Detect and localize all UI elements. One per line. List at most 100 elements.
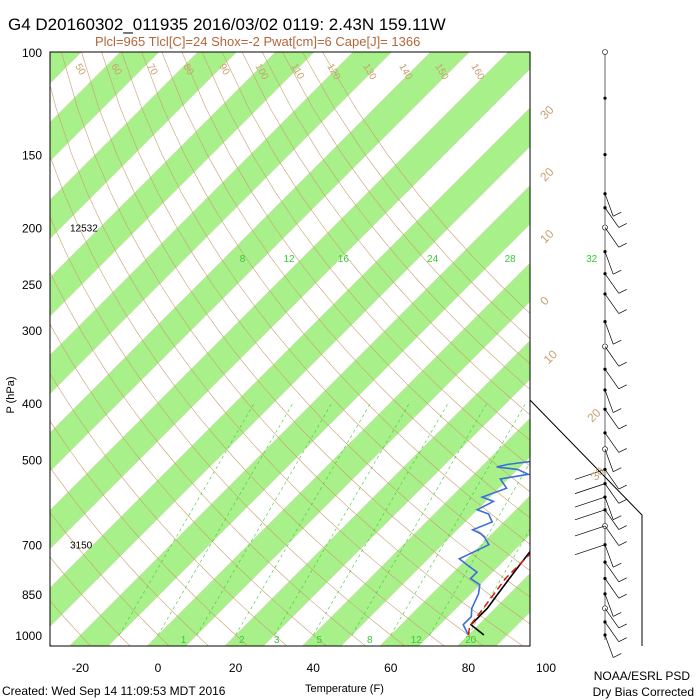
wind-barb (604, 621, 620, 642)
dry-adiabat (282, 52, 530, 365)
wind-barb (604, 368, 620, 390)
dry-adiabat (141, 52, 530, 545)
y-tick-label: 850 (22, 588, 42, 602)
wind-barb-feather (618, 623, 627, 629)
isotherm-line (69, 185, 530, 646)
dry-adiabat (61, 52, 524, 646)
wind-barb (604, 389, 614, 413)
x-tick-label: 80 (462, 661, 476, 675)
dry-adiabat (181, 52, 530, 493)
y-axis-label: P (hPa) (5, 376, 17, 413)
x-tick-label: 20 (229, 661, 243, 675)
wind-barb (604, 321, 614, 345)
dry-adiabat (261, 52, 530, 390)
x-tick-label: 40 (307, 661, 321, 675)
series-line-parcel (467, 552, 530, 636)
mixing-ratio-line (235, 402, 371, 636)
sounding-series (457, 460, 530, 636)
mixing-ratio-bottom-label: 2 (239, 635, 245, 646)
wind-barb-feather (618, 498, 627, 504)
y-tick-label: 100 (22, 46, 42, 60)
dry-adiabat (161, 52, 530, 519)
wind-barb-feather (618, 448, 627, 453)
wind-barb-feather (618, 384, 627, 390)
x-tick-label: 100 (536, 661, 556, 675)
wind-barb (604, 293, 620, 314)
dry-adiabat (81, 52, 530, 625)
x-axis-label: Temperature (F) (305, 683, 384, 695)
wind-barb (604, 608, 620, 629)
mixing-ratio-label: 24 (427, 254, 439, 265)
mixing-ratio-bottom-label: 1 (181, 635, 187, 646)
wind-barb (604, 634, 614, 658)
isotherm-line (50, 52, 470, 472)
isotherm-line (50, 52, 393, 395)
dry-adiabat (50, 271, 367, 646)
footer-created: Created: Wed Sep 14 11:09:53 MDT 2016 (2, 684, 226, 698)
dry-adiabat-label: 70 (144, 62, 159, 78)
mixing-ratio-bottom-label: 3 (274, 635, 280, 646)
series-line-dewpoint (457, 460, 530, 636)
wind-barb-feather (618, 484, 627, 490)
mixing-ratio-line (196, 402, 333, 636)
dry-adiabat (101, 52, 530, 598)
wind-barb (574, 469, 606, 480)
wind-barb (604, 193, 614, 217)
footer-org: NOAA/ESRL PSD (594, 669, 691, 683)
plot-area (50, 52, 530, 646)
wind-barb (604, 273, 620, 294)
mixing-ratio-line (157, 402, 294, 636)
dry-adiabat (50, 215, 406, 646)
chart-title: G4 D20160302_011935 2016/03/02 0119: 2.4… (8, 15, 446, 34)
mixing-ratio-label: 12 (283, 254, 295, 265)
isotherm-line (185, 301, 530, 646)
wind-barb (604, 561, 620, 583)
wind-barb (574, 483, 606, 494)
wind-barb-feather (618, 541, 627, 546)
wind-barb-feather (613, 211, 622, 217)
wind-barb (604, 227, 620, 248)
dry-adiabat (121, 52, 530, 571)
isotherm-line (50, 146, 530, 627)
wind-barb-feather (618, 361, 627, 367)
wind-barb-dot (603, 96, 607, 100)
height-label: 12532 (70, 224, 98, 235)
isotherm-line (379, 495, 530, 646)
wind-barb (604, 525, 620, 546)
y-tick-label: 300 (22, 324, 42, 338)
y-tick-label: 1000 (15, 629, 42, 643)
wind-barbs (574, 49, 627, 658)
mixing-ratio-label: 16 (338, 254, 350, 265)
wind-barb (604, 544, 614, 568)
wind-barb (604, 346, 620, 367)
mixing-ratio-line (390, 402, 527, 636)
isotherm-line (263, 379, 530, 646)
wind-panel-outline (529, 52, 643, 646)
wind-barb (604, 251, 614, 275)
x-tick-label: -20 (72, 661, 90, 675)
wind-barb (574, 525, 606, 537)
dry-adiabat (50, 556, 131, 646)
dry-adiabat (50, 420, 249, 646)
wind-barb (604, 578, 620, 599)
wind-barb-feather (613, 408, 622, 413)
wind-barb-feather (613, 515, 622, 520)
mixing-ratio-line (468, 528, 530, 636)
wind-barb (574, 509, 606, 521)
wind-barb-feather (618, 309, 627, 314)
wind-barb-dot (603, 153, 607, 157)
mixing-ratio-label: 8 (240, 254, 246, 265)
isotherm-line (418, 534, 530, 646)
y-tick-label: 500 (22, 453, 42, 467)
isotherm-line (50, 52, 315, 317)
isotherm-line (50, 68, 530, 550)
wind-barb (604, 483, 620, 504)
dry-adiabat-label: 80 (180, 62, 195, 78)
mixing-ratio-lines (118, 402, 530, 636)
y-tick-label: 250 (22, 278, 42, 292)
isotherm-line (50, 52, 276, 278)
y-tick-label: 700 (22, 539, 42, 553)
wind-barb (604, 509, 620, 530)
